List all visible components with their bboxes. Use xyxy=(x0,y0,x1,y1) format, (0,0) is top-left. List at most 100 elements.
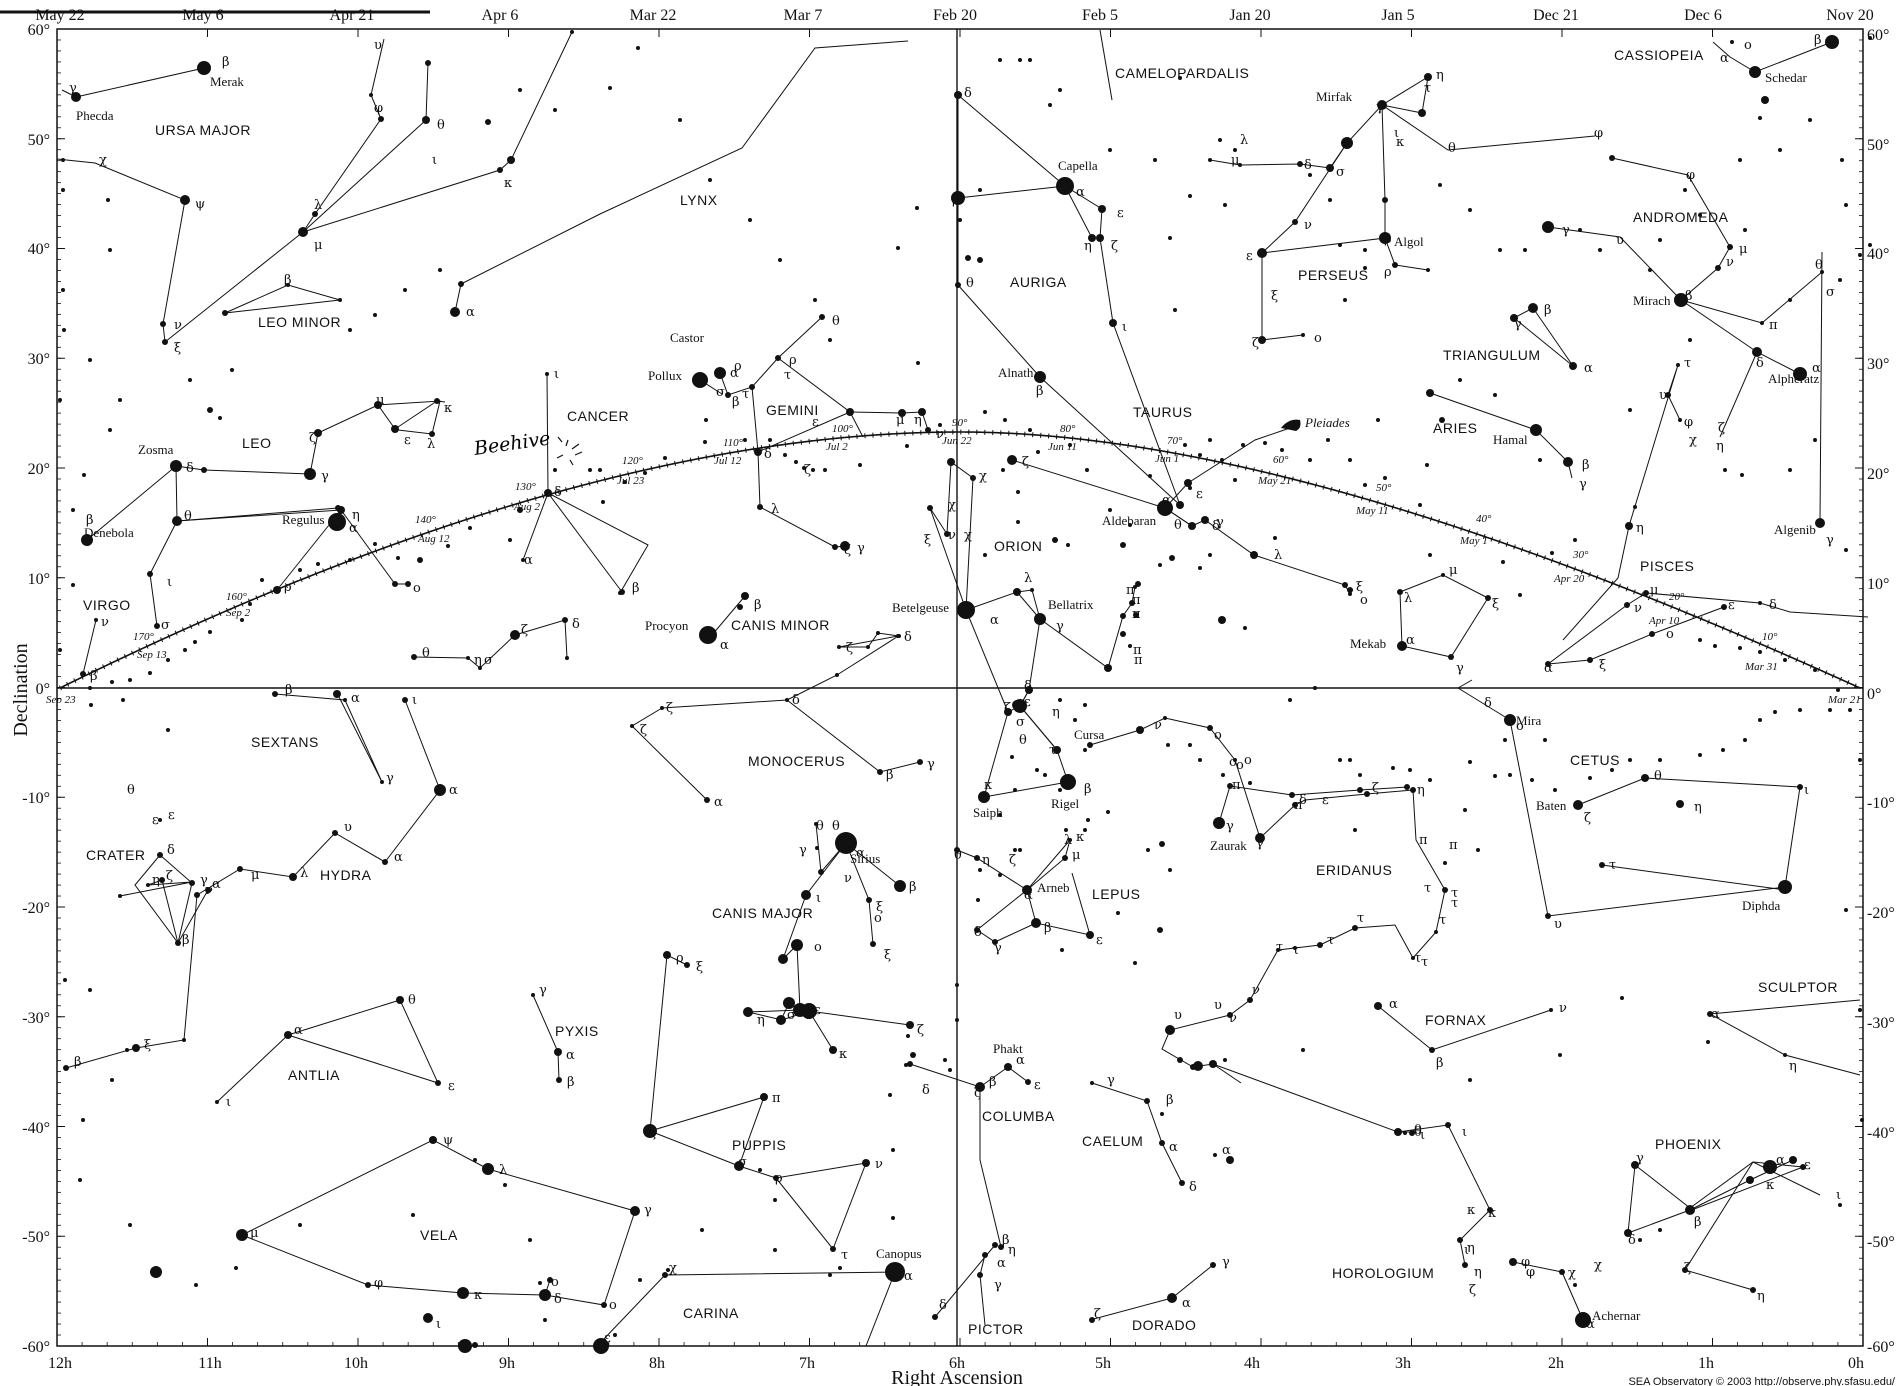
star-dot xyxy=(885,1262,905,1282)
star-dot xyxy=(1538,458,1542,462)
greek-letter: τ xyxy=(742,387,749,402)
star-dot xyxy=(348,328,352,332)
star-dot xyxy=(1048,103,1052,107)
greek-letter: ι xyxy=(816,891,821,906)
star-dot xyxy=(1752,347,1762,357)
star-dot xyxy=(1087,742,1093,748)
star-dot xyxy=(1738,158,1742,162)
dec-label: 20° xyxy=(28,461,50,478)
star-dot xyxy=(188,378,192,382)
greek-letter: λ xyxy=(1404,591,1412,606)
constellation-label: CAMELOPARDALIS xyxy=(1115,65,1249,81)
greek-letter: κ xyxy=(474,1288,482,1303)
star-dot xyxy=(289,873,297,881)
star-dot xyxy=(916,361,920,365)
greek-letter: α xyxy=(449,783,458,798)
star-dot xyxy=(998,1244,1004,1250)
constellation-label: SCULPTOR xyxy=(1758,979,1838,995)
star-dot xyxy=(737,604,743,610)
star-dot xyxy=(835,673,839,677)
greek-letter: β xyxy=(1582,458,1590,473)
star-dot xyxy=(1743,738,1747,742)
star-dot xyxy=(1086,931,1094,939)
greek-letter: ψ xyxy=(443,1133,453,1148)
star-dot xyxy=(1338,243,1342,247)
greek-letter: λ xyxy=(771,502,779,517)
greek-letter: α xyxy=(1776,1153,1785,1168)
ecliptic-degree: 80° xyxy=(1060,423,1076,435)
star-dot xyxy=(81,534,93,546)
greek-letter: π xyxy=(1232,778,1241,793)
greek-letter: δ xyxy=(554,485,562,500)
constellation-label: CETUS xyxy=(1570,752,1620,768)
constellation-label: COLUMBA xyxy=(982,1108,1055,1124)
greek-letter: β xyxy=(285,683,293,698)
star-dot xyxy=(80,671,86,677)
greek-letter: θ xyxy=(127,783,135,798)
star-dot xyxy=(434,784,446,796)
star-dot xyxy=(1408,768,1412,772)
greek-letter: υ xyxy=(1659,388,1667,403)
star-dot xyxy=(917,759,923,765)
star-dot xyxy=(1233,148,1237,152)
dec-label: -20° xyxy=(22,900,50,917)
star-dot xyxy=(965,255,971,261)
star-dot xyxy=(1233,478,1237,482)
star-dot xyxy=(978,791,990,803)
star-dot xyxy=(1683,188,1687,192)
star-dot xyxy=(1620,996,1624,1000)
star-dot xyxy=(94,618,98,622)
star-dot xyxy=(207,407,213,413)
star-dot xyxy=(1682,1267,1688,1273)
star-label: Algol xyxy=(1394,234,1424,249)
star-dot xyxy=(1056,177,1074,195)
puppis-lines xyxy=(649,954,688,1132)
star-dot xyxy=(1176,501,1184,509)
greek-letter: π xyxy=(1134,653,1143,668)
star-dot xyxy=(846,408,854,416)
star-dot xyxy=(517,507,523,513)
star-dot xyxy=(1403,1131,1407,1135)
star-dot xyxy=(1363,248,1367,252)
star-dot xyxy=(1545,913,1551,919)
star-dot xyxy=(1169,555,1175,561)
greek-letter: α xyxy=(1812,361,1821,376)
ecliptic-degree: 170° xyxy=(133,631,155,643)
star-dot xyxy=(1004,1063,1012,1071)
greek-letter: ξ xyxy=(844,543,851,558)
leo-lines xyxy=(377,400,441,435)
greek-letter: δ xyxy=(186,461,194,476)
canis-major-lines xyxy=(845,842,901,887)
canis-major-lines xyxy=(747,1009,911,1026)
greek-letter: μ xyxy=(1449,563,1457,578)
star-dot xyxy=(405,581,411,587)
andromeda-lines xyxy=(1611,157,1731,301)
hydra-lines xyxy=(65,894,198,1069)
greek-letter: σ xyxy=(1016,715,1025,730)
greek-letter: ξ xyxy=(1599,658,1606,673)
star-dot xyxy=(1348,458,1352,462)
greek-letter: ι xyxy=(412,693,417,708)
star-dot xyxy=(215,1100,219,1104)
star-dot xyxy=(1104,664,1112,672)
greek-letter: ρ xyxy=(676,951,684,966)
greek-letter: β xyxy=(1384,232,1392,247)
greek-letter: ζ xyxy=(640,723,647,738)
greek-letter: ο xyxy=(413,581,421,596)
greek-letter: η xyxy=(1008,1243,1016,1258)
date-label: Mar 7 xyxy=(784,7,823,24)
star-dot xyxy=(1624,1229,1632,1237)
greek-letter: χ xyxy=(669,1261,677,1276)
ecliptic-degree: 140° xyxy=(415,514,437,526)
star-dot xyxy=(182,1038,186,1042)
star-dot xyxy=(1158,563,1162,567)
greek-letter: ε xyxy=(1096,933,1103,948)
date-label: Jan 5 xyxy=(1381,7,1414,24)
star-dot xyxy=(862,1159,870,1167)
star-dot xyxy=(61,158,65,162)
star-dot xyxy=(588,468,592,472)
star-dot xyxy=(1493,393,1497,397)
greek-letter: β xyxy=(86,513,94,528)
ecliptic-date: May 21 xyxy=(1257,475,1291,487)
greek-letter: ζ xyxy=(521,623,528,638)
